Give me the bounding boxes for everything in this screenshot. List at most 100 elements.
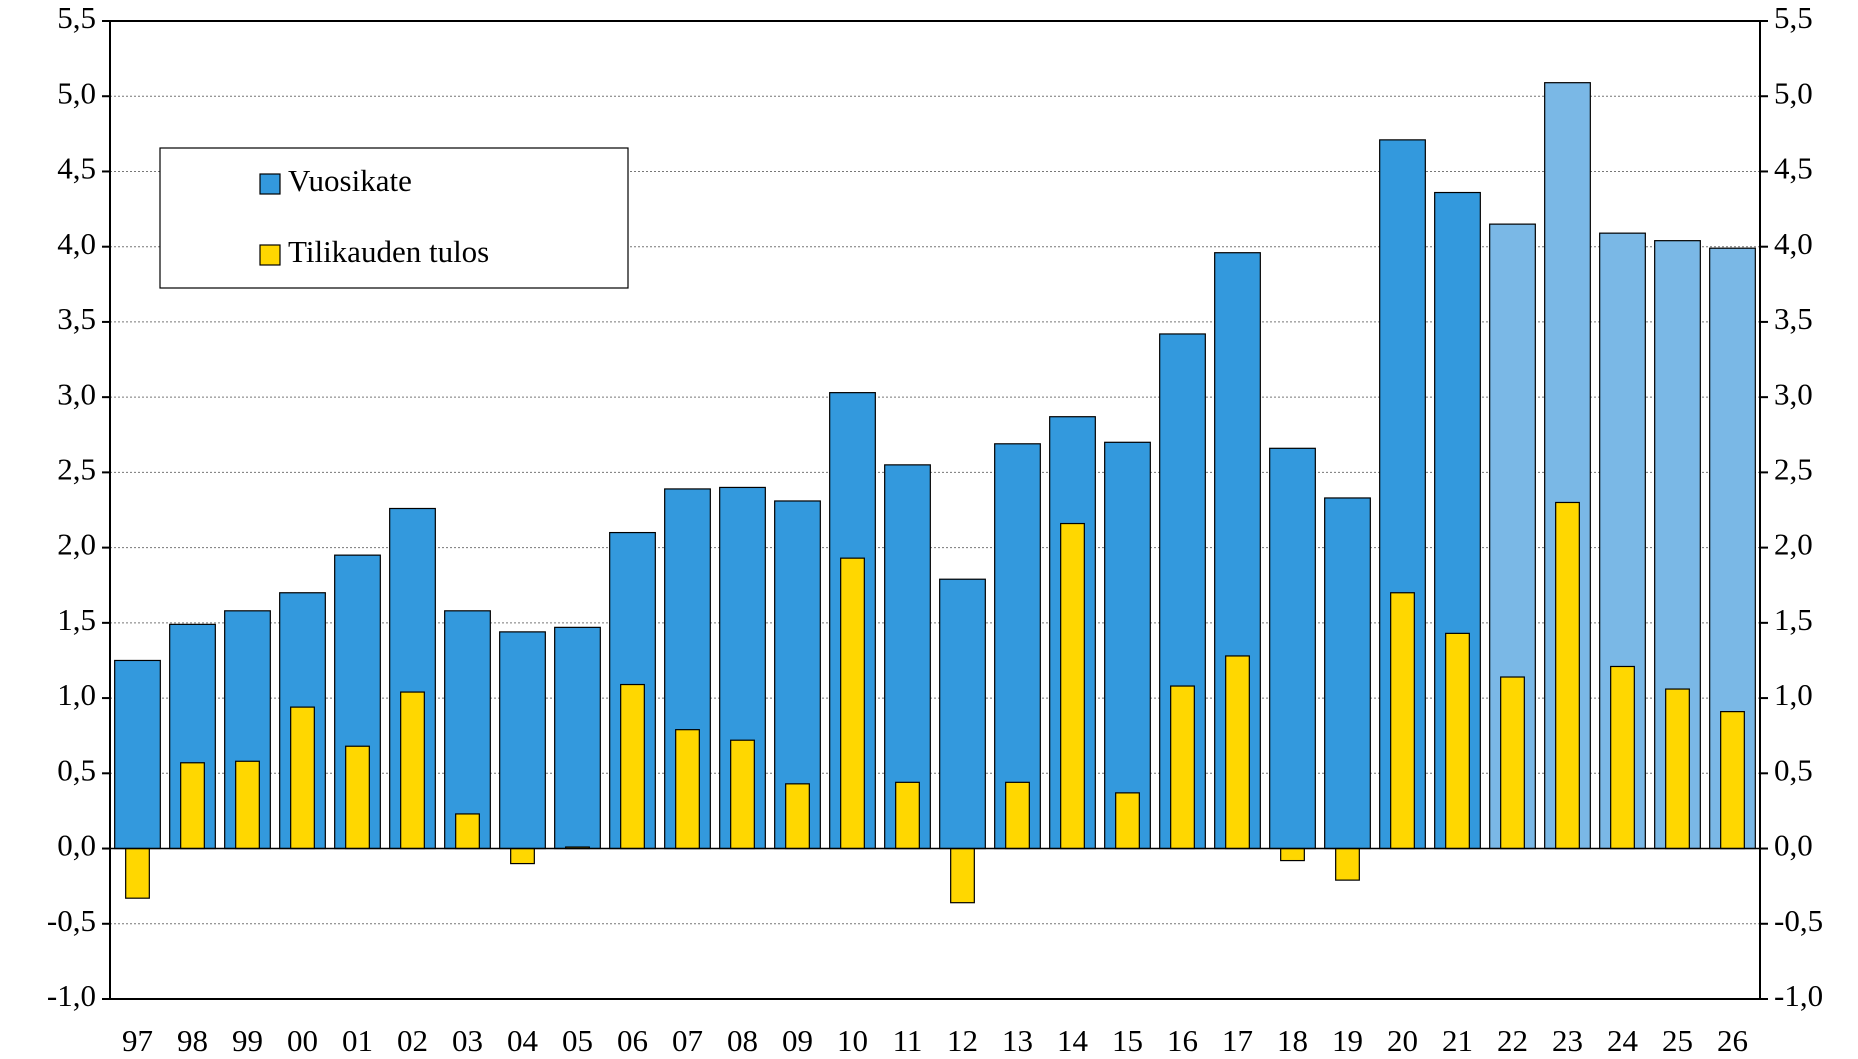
bar [1500, 676, 1525, 850]
y-tick-label: 4,5 [57, 151, 96, 186]
y2-tick-label: 2,5 [1774, 451, 1813, 486]
bar [345, 745, 370, 850]
bar [1555, 501, 1580, 850]
bar [840, 557, 865, 850]
x-tick-label: 07 [672, 1023, 703, 1058]
y-tick-label: -0,5 [47, 903, 96, 938]
y-tick-label: 1,5 [57, 602, 96, 637]
bar [1335, 847, 1360, 881]
x-tick-label: 24 [1607, 1023, 1639, 1058]
y2-tick-label: 2,0 [1774, 527, 1813, 562]
y2-tick-label: -0,5 [1774, 903, 1823, 938]
bar [1225, 655, 1250, 850]
bar [1269, 447, 1316, 850]
legend-label: Vuosikate [288, 163, 412, 198]
legend-swatch [259, 244, 281, 266]
x-tick-label: 21 [1442, 1023, 1473, 1058]
y-tick-label: 3,5 [57, 301, 96, 336]
x-tick-label: 18 [1277, 1023, 1308, 1058]
bar [235, 760, 260, 850]
bar [114, 659, 161, 850]
x-tick-label: 03 [452, 1023, 483, 1058]
y-tick-label: 5,0 [57, 75, 96, 110]
x-tick-label: 20 [1387, 1023, 1418, 1058]
legend-box [159, 147, 629, 289]
y2-tick-label: 5,5 [1774, 0, 1813, 35]
bar [1104, 441, 1151, 850]
x-tick-label: 10 [837, 1023, 868, 1058]
x-tick-label: 08 [727, 1023, 758, 1058]
x-tick-label: 22 [1497, 1023, 1528, 1058]
bar [1005, 781, 1030, 850]
bar [125, 847, 150, 899]
bar [994, 443, 1041, 850]
bar [675, 729, 700, 850]
x-tick-label: 17 [1222, 1023, 1253, 1058]
bar [444, 610, 491, 850]
legend-swatch [259, 173, 281, 195]
bar [499, 631, 546, 850]
y-tick-label: 0,5 [57, 752, 96, 787]
y2-tick-label: 0,5 [1774, 752, 1813, 787]
bar [1390, 592, 1415, 850]
bar [180, 762, 205, 850]
x-tick-label: 02 [397, 1023, 428, 1058]
y2-tick-label: 4,5 [1774, 151, 1813, 186]
x-tick-label: 09 [782, 1023, 813, 1058]
x-tick-label: 14 [1057, 1023, 1089, 1058]
x-tick-label: 13 [1002, 1023, 1033, 1058]
x-tick-label: 05 [562, 1023, 593, 1058]
x-tick-label: 15 [1112, 1023, 1143, 1058]
bar [939, 578, 986, 850]
bar [1720, 711, 1745, 850]
y2-tick-label: -1,0 [1774, 978, 1823, 1013]
y-tick-label: 5,5 [57, 0, 96, 35]
bar [1060, 522, 1085, 850]
bar [1665, 688, 1690, 850]
x-tick-label: 26 [1717, 1023, 1748, 1058]
x-tick-label: 23 [1552, 1023, 1583, 1058]
bar [1324, 497, 1371, 850]
bar [290, 706, 315, 850]
bar [895, 781, 920, 850]
bar [1610, 665, 1635, 850]
x-tick-label: 11 [893, 1023, 923, 1058]
y2-tick-label: 3,0 [1774, 376, 1813, 411]
bar [510, 847, 535, 865]
x-tick-label: 98 [177, 1023, 208, 1058]
y-tick-label: 2,5 [57, 451, 96, 486]
y2-tick-label: 0,0 [1774, 828, 1813, 863]
x-tick-label: 25 [1662, 1023, 1693, 1058]
y-tick-label: 4,0 [57, 226, 96, 261]
bar [950, 847, 975, 904]
plot-frame [109, 20, 1761, 1000]
x-tick-label: 97 [122, 1023, 153, 1058]
y-tick-label: 0,0 [57, 828, 96, 863]
bar [400, 691, 425, 850]
y-tick-label: -1,0 [47, 978, 96, 1013]
legend-label: Tilikauden tulos [288, 234, 489, 269]
bar [1115, 792, 1140, 850]
x-tick-label: 01 [342, 1023, 373, 1058]
x-tick-label: 16 [1167, 1023, 1198, 1058]
y2-tick-label: 1,5 [1774, 602, 1813, 637]
y-tick-label: 1,0 [57, 677, 96, 712]
y-tick-label: 2,0 [57, 527, 96, 562]
bar [554, 626, 601, 850]
bar [785, 783, 810, 850]
x-tick-label: 00 [287, 1023, 318, 1058]
x-tick-label: 19 [1332, 1023, 1363, 1058]
bar [455, 813, 480, 850]
y2-tick-label: 1,0 [1774, 677, 1813, 712]
y2-tick-label: 3,5 [1774, 301, 1813, 336]
x-tick-label: 06 [617, 1023, 648, 1058]
y-tick-label: 3,0 [57, 376, 96, 411]
y2-tick-label: 5,0 [1774, 75, 1813, 110]
bar [620, 683, 645, 850]
bar [1445, 632, 1470, 850]
y2-tick-label: 4,0 [1774, 226, 1813, 261]
x-tick-label: 04 [507, 1023, 539, 1058]
x-tick-label: 99 [232, 1023, 263, 1058]
bar [730, 739, 755, 850]
